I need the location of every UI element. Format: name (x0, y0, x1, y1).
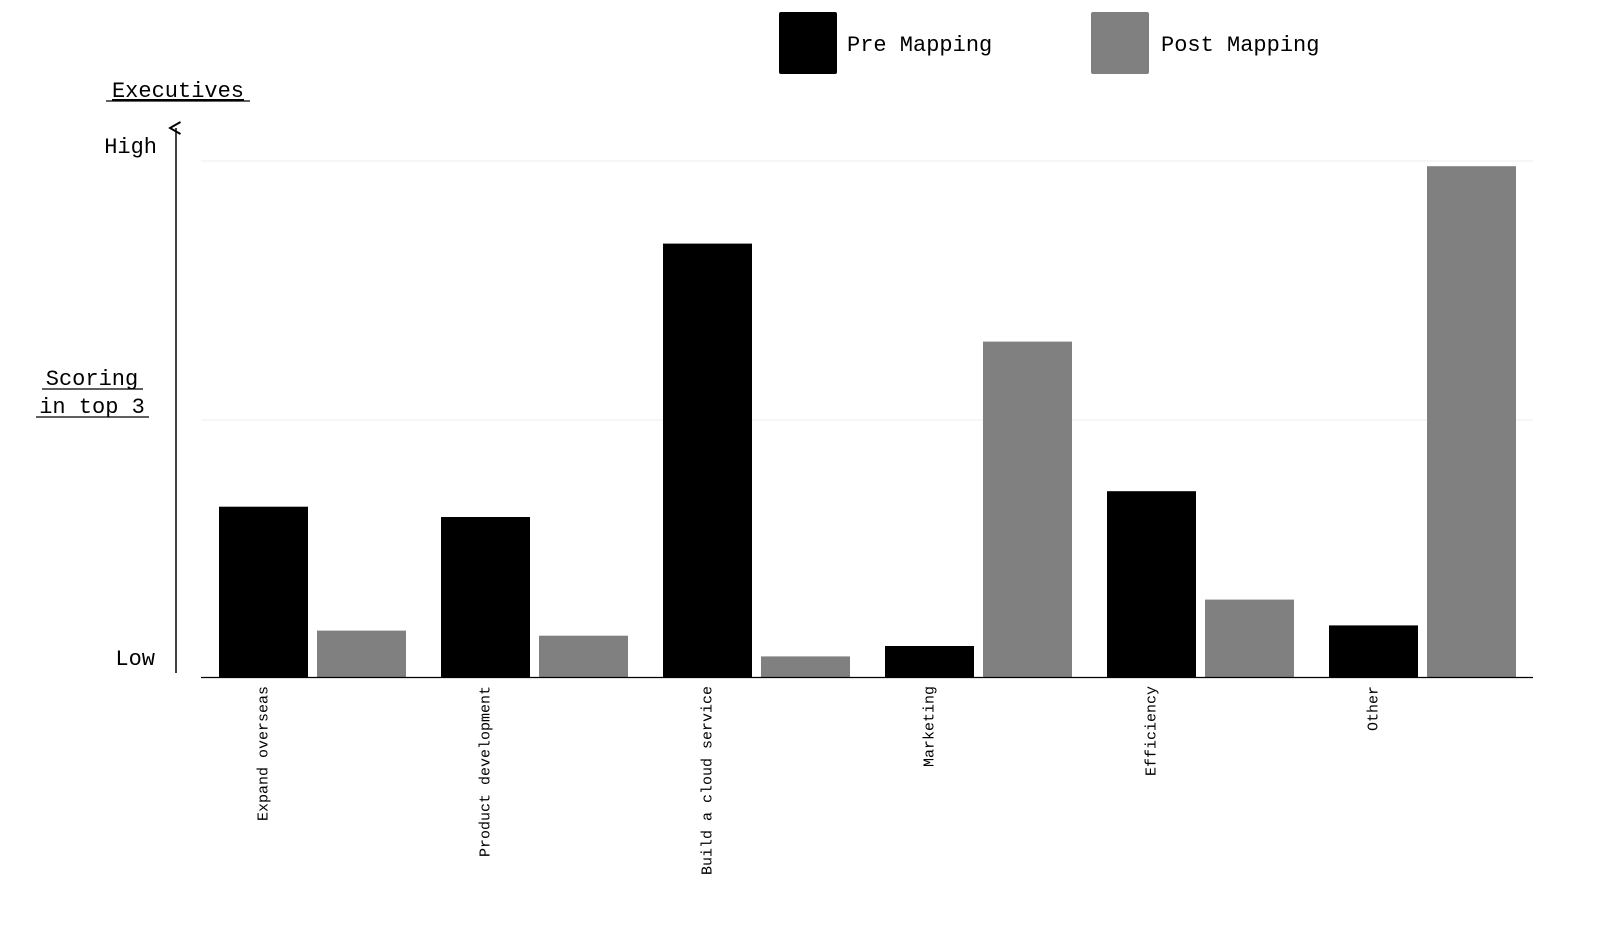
bar-pre-marketing (885, 646, 974, 677)
x-tick-label: Product development (478, 686, 495, 857)
bar-pre-build-a-cloud-service (663, 243, 752, 677)
x-tick-labels: Expand overseas Product development Build … (256, 686, 1383, 875)
bar-post-build-a-cloud-service (761, 656, 850, 677)
y-axis-label: Scoring in top 3 (36, 367, 149, 420)
bar-pre-expand-overseas (219, 506, 308, 677)
bar-pre-other (1329, 625, 1418, 677)
y-tick-label-low: Low (115, 647, 155, 672)
legend-swatch-pre-mapping (779, 12, 837, 74)
x-tick-label: Build a cloud service (700, 686, 717, 875)
bar-post-product-development (539, 635, 628, 677)
legend-label-pre-mapping: Pre Mapping (847, 33, 992, 58)
bar-pre-efficiency (1107, 491, 1196, 677)
legend: Pre Mapping Post Mapping (779, 12, 1319, 74)
bars-group (219, 166, 1516, 677)
bar-pre-product-development (441, 517, 530, 677)
x-tick-label: Efficiency (1144, 686, 1161, 776)
bar-post-expand-overseas (317, 630, 406, 677)
y-axis-label-line2: in top 3 (39, 395, 145, 420)
x-tick-label: Expand overseas (256, 686, 273, 821)
bar-post-marketing (983, 341, 1072, 677)
x-tick-label: Marketing (922, 686, 939, 767)
y-tick-label-high: High (104, 135, 157, 160)
chart-title: Executives (112, 79, 244, 104)
legend-swatch-post-mapping (1091, 12, 1149, 74)
y-axis-label-line1: Scoring (46, 367, 138, 392)
x-tick-label: Other (1366, 686, 1383, 731)
bar-post-other (1427, 166, 1516, 677)
legend-label-post-mapping: Post Mapping (1161, 33, 1319, 58)
bar-post-efficiency (1205, 599, 1294, 677)
